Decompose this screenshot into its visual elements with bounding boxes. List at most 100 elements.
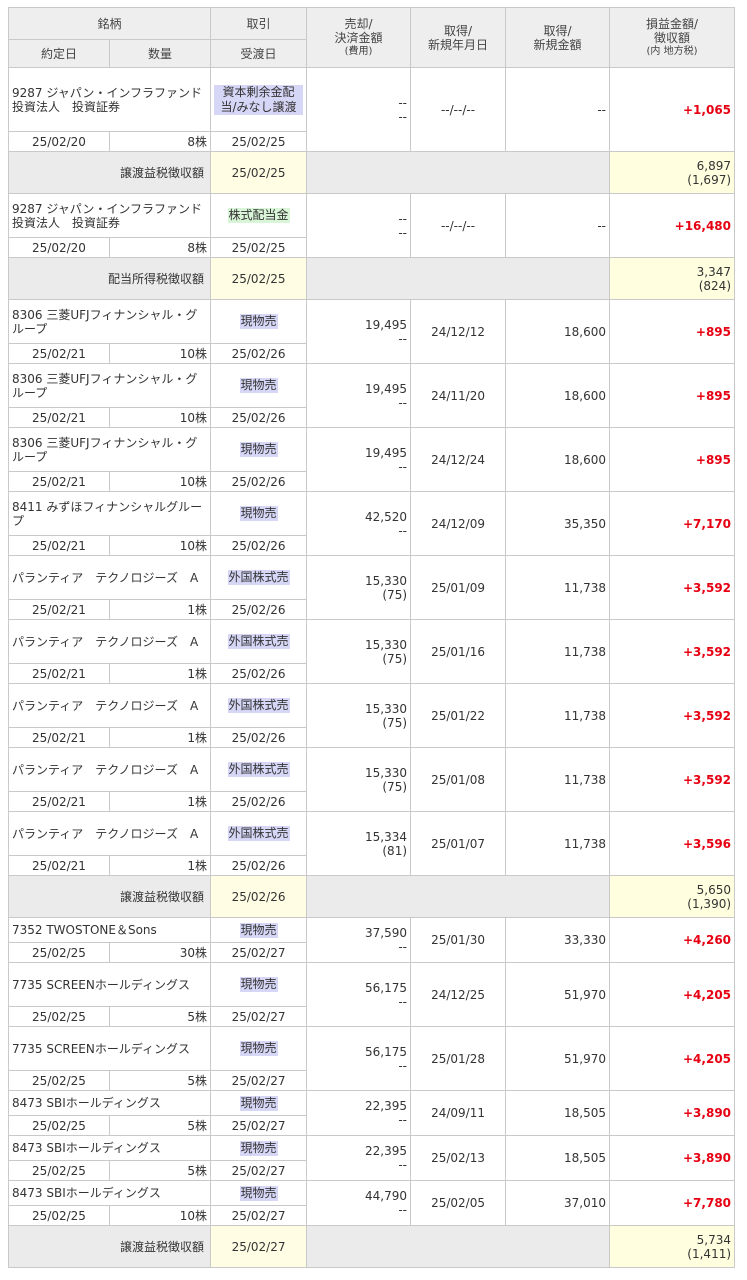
- transaction-subrow: 25/02/21 10株 25/02/26: [8, 471, 735, 492]
- security-name: パランティア テクノロジーズ A: [7, 555, 212, 600]
- trade-type-cell: 現物売: [210, 1026, 308, 1071]
- sell-value: 44,790: [365, 1189, 408, 1203]
- sell-amount: 56,175 --: [306, 962, 412, 1027]
- trade-type-badge: 現物売: [239, 378, 278, 393]
- settlement-date: 25/02/26: [210, 791, 308, 812]
- quantity: 5株: [108, 1006, 212, 1027]
- cost-value: --: [398, 225, 408, 240]
- sell-value: 15,330: [365, 637, 408, 652]
- header-row-2: 約定日 数量 受渡日: [8, 39, 735, 68]
- header-profit-loss: 損益金額/ 徴収額 (内 地方税): [609, 7, 736, 68]
- trade-date: 25/02/21: [8, 663, 110, 684]
- tax-amount-value: 3,347: [696, 264, 732, 279]
- sell-amount: 15,330 (75): [306, 619, 412, 684]
- trade-type-cell: 外国株式売: [210, 555, 308, 600]
- profit-loss: +3,592: [609, 683, 736, 748]
- tax-spacer: [306, 875, 611, 918]
- settlement-date: 25/02/25: [210, 237, 308, 258]
- trade-type-badge: 現物売: [239, 442, 278, 457]
- transaction-row: 8306 三菱UFJフィナンシャル・グループ 現物売 19,495 -- 24/11/2…: [7, 363, 736, 428]
- settlement-date: 25/02/25: [210, 131, 308, 152]
- transaction-subrow: 25/02/21 1株 25/02/26: [8, 663, 735, 684]
- profit-loss: +3,592: [609, 619, 736, 684]
- sell-value: 19,495: [365, 317, 408, 332]
- acquired-amount: 18,505: [505, 1135, 611, 1181]
- acquired-amount: 37,010: [505, 1180, 611, 1226]
- transaction-subrow: 25/02/25 5株 25/02/27: [8, 1115, 735, 1136]
- sell-amount: 44,790 --: [306, 1180, 412, 1226]
- quantity: 5株: [108, 1115, 212, 1136]
- cost-value: --: [398, 994, 408, 1009]
- cost-value: (75): [382, 779, 408, 794]
- tax-amount-value: 5,734: [696, 1232, 732, 1247]
- tax-label: 譲渡益税徴収額: [7, 875, 212, 918]
- trade-type-cell: 現物売: [210, 917, 308, 943]
- trade-date: 25/02/21: [8, 727, 110, 748]
- acquired-amount: 18,600: [505, 427, 611, 492]
- trade-type-cell: 外国株式売: [210, 619, 308, 664]
- trade-type-cell: 外国株式売: [210, 683, 308, 728]
- transaction-subrow: 25/02/20 8株 25/02/25: [8, 131, 735, 152]
- profit-loss: +3,596: [609, 811, 736, 876]
- sell-amount: 56,175 --: [306, 1026, 412, 1091]
- trade-type-cell: 現物売: [210, 363, 308, 408]
- cost-value: --: [398, 1203, 408, 1217]
- tax-amount: 5,734 (1,411): [609, 1225, 736, 1268]
- header-sell-amount: 売却/ 決済金額 (費用): [306, 7, 412, 68]
- trade-type-badge: 外国株式売: [227, 826, 290, 841]
- transaction-row: 7735 SCREENホールディングス 現物売 56,175 -- 25/01/28 51…: [7, 1026, 736, 1091]
- transaction-history-panel: 銘柄 取引 売却/ 決済金額 (費用) 取得/ 新規年月日 取得/ 新規金額 損…: [7, 7, 736, 1268]
- sell-amount: 22,395 --: [306, 1090, 412, 1136]
- acquired-amount: 35,350: [505, 491, 611, 556]
- trade-date: 25/02/21: [8, 343, 110, 364]
- transaction-row: 8473 SBIホールディングス 現物売 22,395 -- 24/09/11 18,50…: [7, 1090, 736, 1136]
- local-tax-value: (824): [698, 278, 732, 293]
- transaction-subrow: 25/02/20 8株 25/02/25: [8, 237, 735, 258]
- acquired-amount: 51,970: [505, 962, 611, 1027]
- profit-loss: +4,260: [609, 917, 736, 963]
- acquired-amount: 11,738: [505, 683, 611, 748]
- quantity: 1株: [108, 663, 212, 684]
- acquired-date: 24/12/12: [410, 299, 507, 364]
- transaction-row: 8411 みずほフィナンシャルグループ 現物売 42,520 -- 24/12/09 35…: [7, 491, 736, 556]
- trade-type-cell: 外国株式売: [210, 747, 308, 792]
- trade-type-badge: 現物売: [239, 1185, 278, 1201]
- quantity: 1株: [108, 727, 212, 748]
- header-row-1: 銘柄 取引 売却/ 決済金額 (費用) 取得/ 新規年月日 取得/ 新規金額 損…: [7, 7, 736, 68]
- tax-spacer: [306, 151, 611, 194]
- transaction-table: 銘柄 取引 売却/ 決済金額 (費用) 取得/ 新規年月日 取得/ 新規金額 損…: [7, 7, 736, 1268]
- tax-withholding-row: 譲渡益税徴収額 25/02/25 6,897 (1,697): [7, 151, 736, 194]
- cost-value: --: [398, 940, 408, 954]
- quantity: 1株: [108, 791, 212, 812]
- tax-amount: 6,897 (1,697): [609, 151, 736, 194]
- trade-type-badge: 現物売: [239, 1095, 278, 1111]
- cost-value: --: [398, 523, 408, 538]
- sell-value: --: [398, 211, 408, 226]
- acquired-date: 24/12/09: [410, 491, 507, 556]
- trade-type-cell: 現物売: [210, 1135, 308, 1161]
- quantity: 5株: [108, 1160, 212, 1181]
- trade-date: 25/02/20: [8, 131, 110, 152]
- transaction-row: パランティア テクノロジーズ A 外国株式売 15,330 (75) 25/01/22 1…: [7, 683, 736, 748]
- sell-value: 15,334: [365, 829, 408, 844]
- quantity: 8株: [108, 237, 212, 258]
- profit-loss: +4,205: [609, 1026, 736, 1091]
- trade-type-badge: 外国株式売: [227, 634, 290, 649]
- header-acquired-amount: 取得/ 新規金額: [505, 7, 611, 68]
- transaction-subrow: 25/02/21 1株 25/02/26: [8, 855, 735, 876]
- cost-value: --: [398, 1113, 408, 1127]
- local-tax-value: (1,390): [687, 896, 732, 911]
- settlement-date: 25/02/26: [210, 855, 308, 876]
- acquired-amount: --: [505, 67, 611, 152]
- acquired-date: 24/09/11: [410, 1090, 507, 1136]
- acquired-amount: 11,738: [505, 811, 611, 876]
- sell-value: 22,395: [365, 1144, 408, 1158]
- quantity: 1株: [108, 599, 212, 620]
- trade-date: 25/02/25: [8, 1115, 110, 1136]
- trade-type-cell: 現物売: [210, 491, 308, 536]
- trade-date: 25/02/21: [8, 471, 110, 492]
- cost-value: (75): [382, 715, 408, 730]
- trade-date: 25/02/25: [8, 1070, 110, 1091]
- sell-value: 15,330: [365, 701, 408, 716]
- settlement-date: 25/02/26: [210, 343, 308, 364]
